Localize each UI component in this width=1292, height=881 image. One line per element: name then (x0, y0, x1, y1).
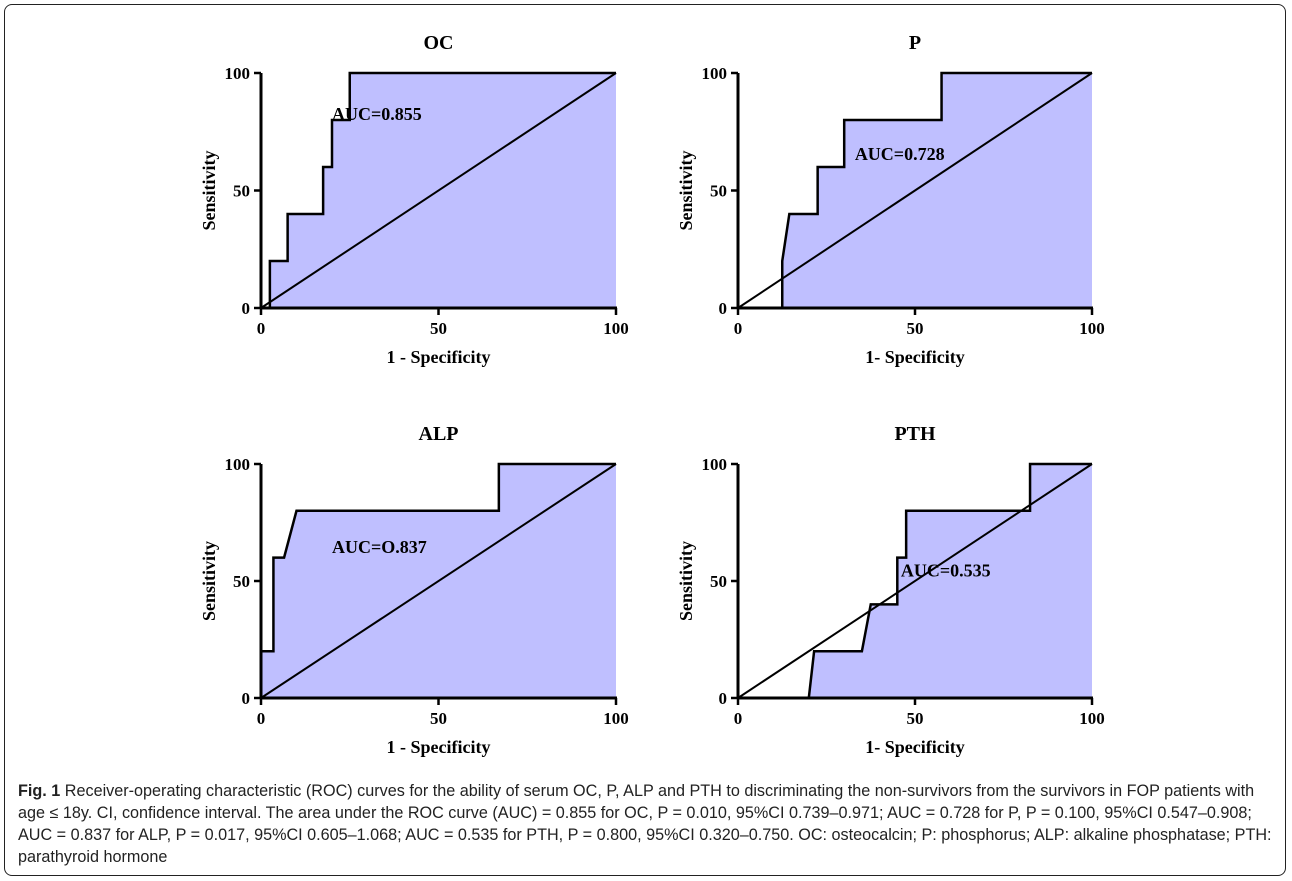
roc-curve-line (268, 71, 616, 308)
x-tick-label: 0 (734, 319, 743, 338)
y-tick-label: 50 (233, 572, 250, 591)
panel-title: PTH (894, 423, 936, 445)
panel-title: P (909, 32, 921, 54)
auc-fill-area (269, 73, 616, 308)
roc-curve-line (807, 462, 1092, 699)
roc-panel-oc: 00 50 50 100 100 OC 1 - Specificity Sensitivity… (199, 32, 629, 367)
roc-curve-line (781, 71, 1092, 308)
y-tick-label: 100 (225, 455, 251, 474)
x-tick-label: 50 (907, 319, 924, 338)
y-tick-label: 100 (702, 455, 728, 474)
y-axis-label: Sensitivity (676, 150, 696, 230)
x-tick-label: 50 (430, 319, 447, 338)
y-tick-label: 100 (702, 64, 728, 83)
x-tick-label: 0 (257, 319, 266, 338)
reference-diagonal-line (737, 463, 1093, 699)
auc-annotation: AUC=O.837 (332, 537, 427, 557)
y-tick-label: 0 (242, 689, 251, 708)
reference-diagonal-line (260, 72, 617, 309)
y-tick-label: 50 (233, 182, 250, 201)
reference-diagonal-line (260, 463, 617, 699)
y-axis-label: Sensitivity (199, 541, 219, 621)
y-tick-label: 50 (710, 182, 727, 201)
roc-curve-line (261, 462, 616, 653)
x-tick-label: 100 (603, 319, 629, 338)
roc-panel-pth: 00 50 50 100 100 PTH 1- Specificity Sensitivity… (676, 423, 1105, 757)
x-tick-label: 0 (734, 709, 743, 728)
x-tick-label: 100 (1079, 709, 1105, 728)
x-axis-label: 1- Specificity (865, 737, 964, 757)
y-tick-label: 0 (242, 299, 251, 318)
auc-annotation: AUC=0.535 (901, 560, 991, 580)
auc-annotation: AUC=0.855 (332, 104, 422, 124)
auc-annotation: AUC=0.728 (855, 144, 945, 164)
figure-label: Fig. 1 (18, 782, 61, 800)
x-tick-label: 100 (603, 709, 629, 728)
x-axis-label: 1- Specificity (865, 347, 964, 367)
reference-diagonal-line (737, 72, 1093, 309)
auc-fill-area (808, 464, 1092, 698)
x-tick-label: 100 (1079, 319, 1105, 338)
y-tick-label: 50 (710, 572, 727, 591)
y-axis-label: Sensitivity (199, 150, 219, 230)
x-axis-label: 1 - Specificity (387, 737, 491, 757)
roc-panel-alp: 00 50 50 100 100 ALP 1 - Specificity Sensitivit… (199, 423, 629, 757)
panel-title: OC (424, 32, 454, 54)
figure-caption: Fig. 1 Receiver-operating characteristic… (18, 780, 1280, 868)
auc-fill-area (782, 73, 1092, 308)
y-tick-label: 0 (719, 689, 728, 708)
y-tick-label: 0 (719, 299, 728, 318)
x-tick-label: 0 (257, 709, 266, 728)
x-tick-label: 50 (430, 709, 447, 728)
x-axis-label: 1 - Specificity (387, 347, 491, 367)
x-tick-label: 50 (907, 709, 924, 728)
y-axis-label: Sensitivity (676, 541, 696, 621)
y-tick-label: 100 (225, 64, 251, 83)
roc-panel-p: 00 50 50 100 100 P 1- Specificity Sensitivity AU… (676, 32, 1105, 367)
panel-title: ALP (419, 423, 459, 445)
figure-caption-text: Receiver-operating characteristic (ROC) … (18, 782, 1272, 866)
